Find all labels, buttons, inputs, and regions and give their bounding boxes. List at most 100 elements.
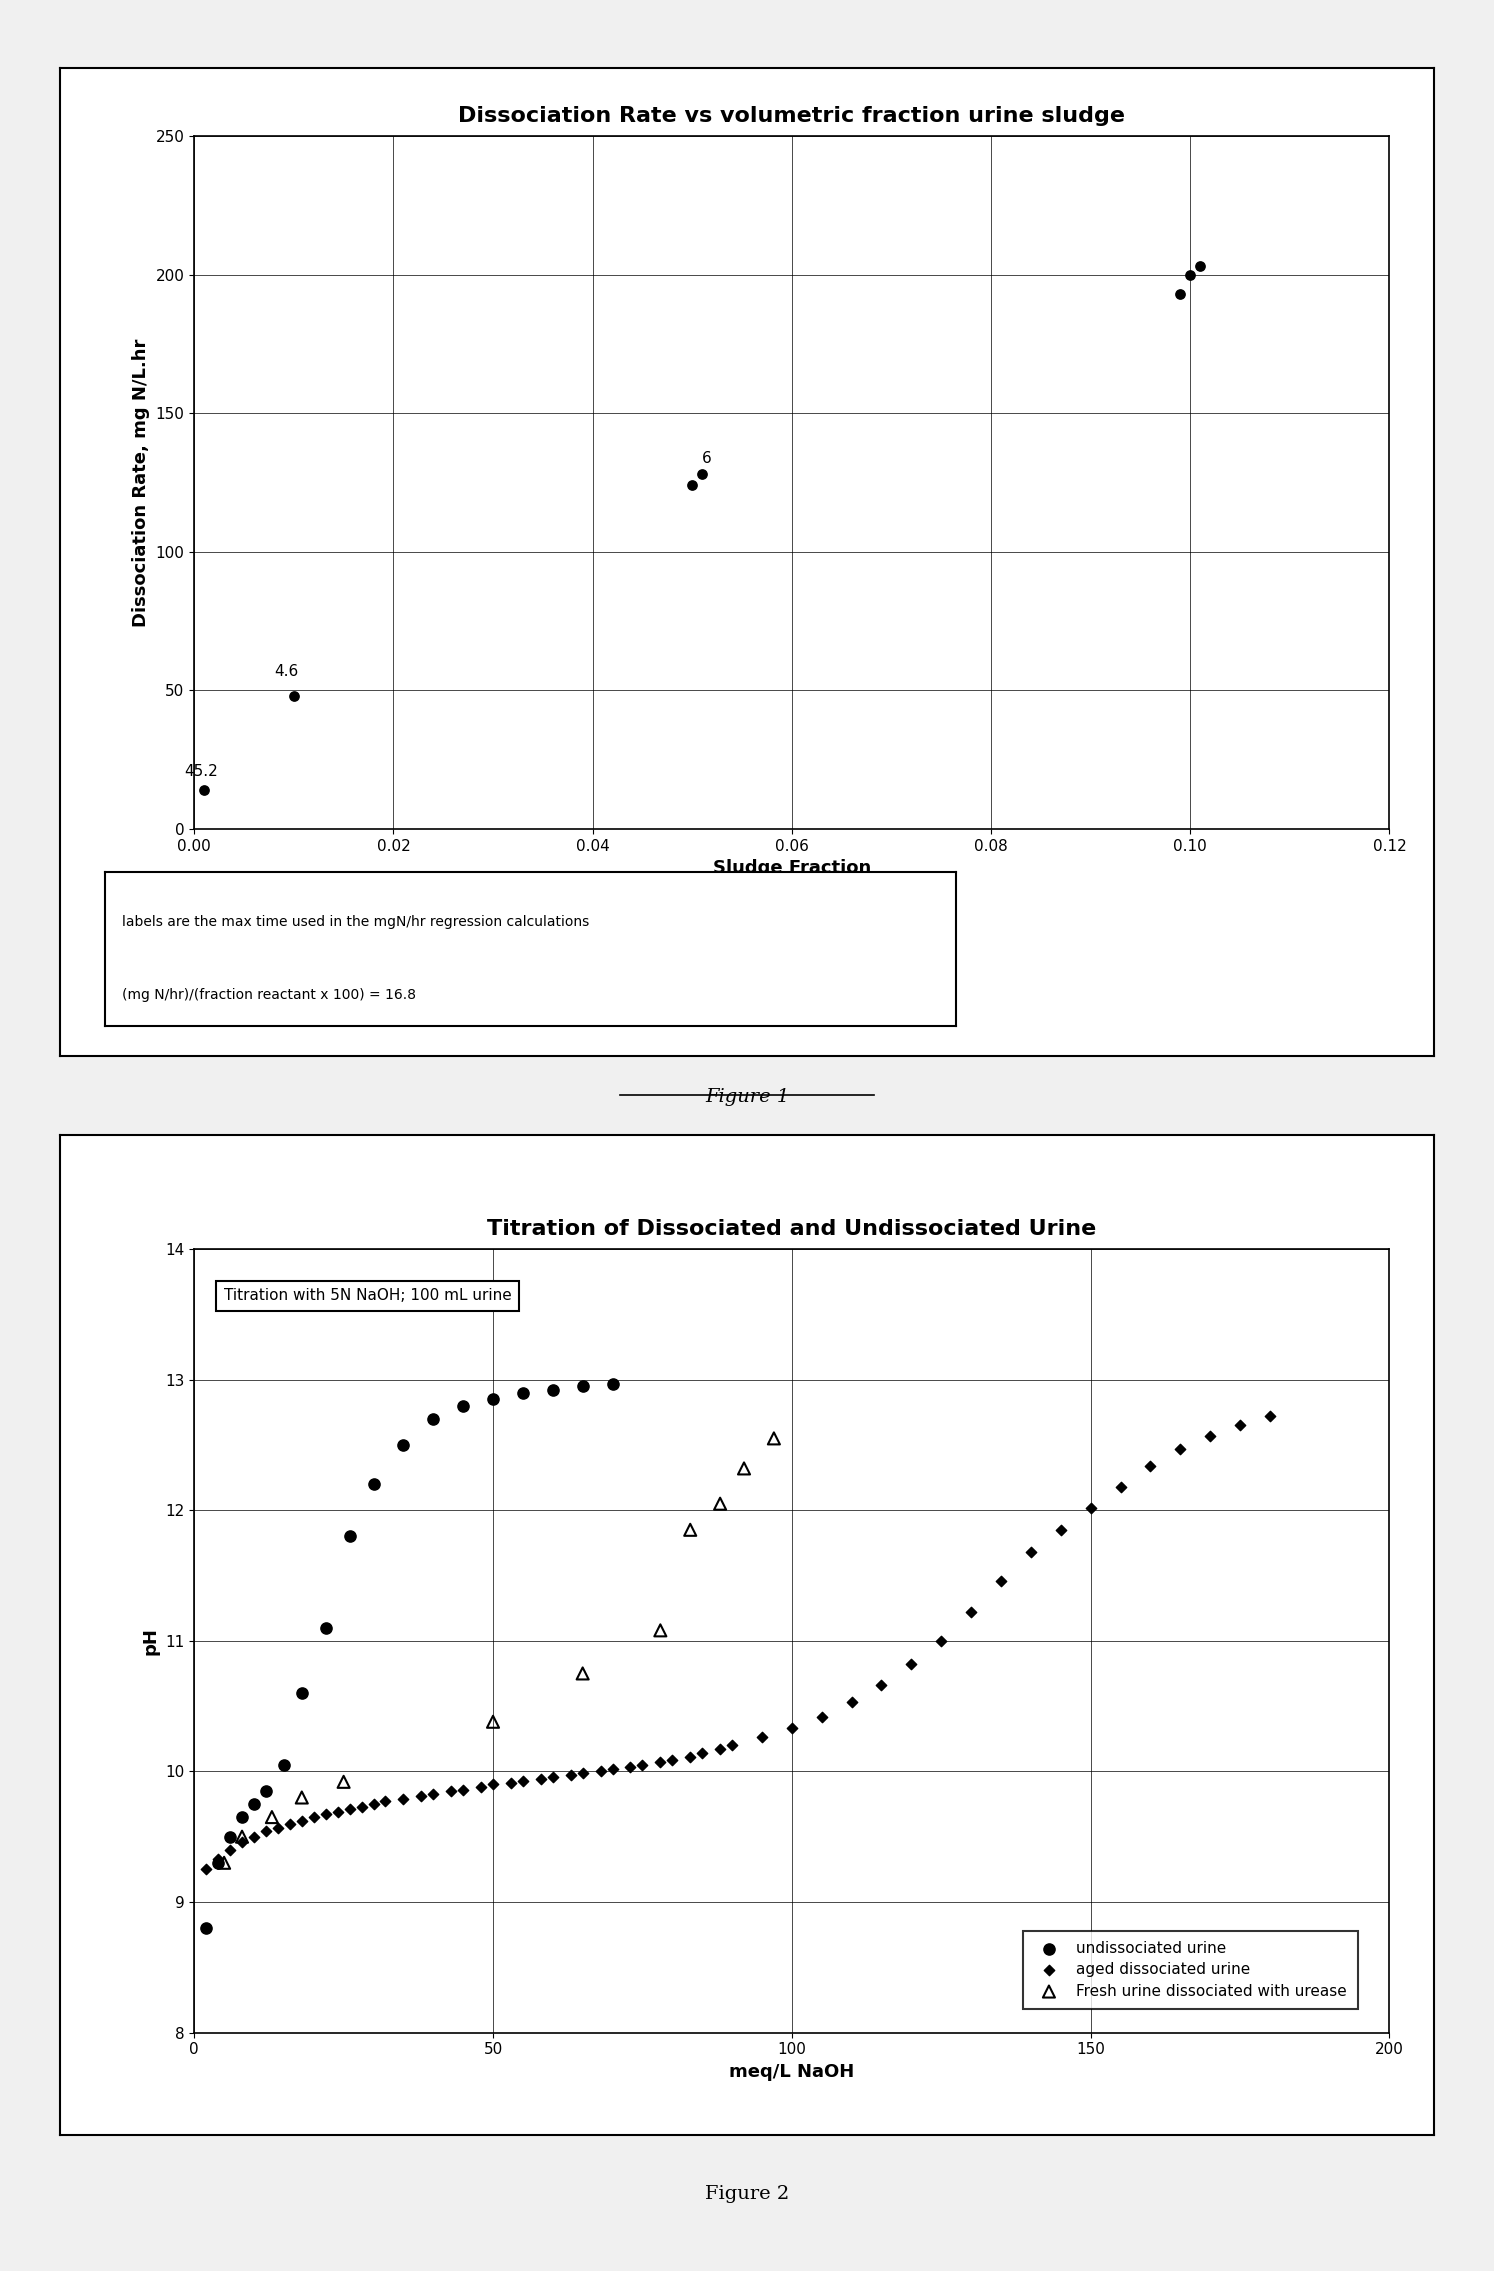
Text: Titration with 5N NaOH; 100 mL urine: Titration with 5N NaOH; 100 mL urine xyxy=(224,1288,512,1304)
aged dissociated urine xyxy=(959,1594,983,1631)
undissociated urine xyxy=(272,1746,296,1783)
aged dissociated urine xyxy=(421,1776,445,1812)
aged dissociated urine xyxy=(1228,1408,1252,1444)
aged dissociated urine xyxy=(338,1792,362,1828)
aged dissociated urine xyxy=(242,1819,266,1855)
aged dissociated urine xyxy=(451,1771,475,1808)
aged dissociated urine xyxy=(870,1667,893,1703)
undissociated urine xyxy=(194,1910,218,1946)
aged dissociated urine xyxy=(929,1624,953,1660)
X-axis label: meq/L NaOH: meq/L NaOH xyxy=(729,2062,855,2080)
aged dissociated urine xyxy=(630,1746,654,1783)
Fresh urine dissociated with urease xyxy=(481,1703,505,1740)
aged dissociated urine xyxy=(1019,1533,1043,1569)
Point xyxy=(1188,248,1212,284)
aged dissociated urine xyxy=(206,1842,230,1878)
undissociated urine xyxy=(451,1388,475,1424)
Y-axis label: Dissociation Rate, mg N/L.hr: Dissociation Rate, mg N/L.hr xyxy=(131,338,149,627)
aged dissociated urine xyxy=(678,1740,702,1776)
undissociated urine xyxy=(601,1365,624,1401)
aged dissociated urine xyxy=(660,1742,684,1778)
Text: 4.6: 4.6 xyxy=(273,665,299,679)
aged dissociated urine xyxy=(601,1751,624,1787)
Fresh urine dissociated with urease xyxy=(762,1419,786,1456)
aged dissociated urine xyxy=(481,1767,505,1803)
undissociated urine xyxy=(511,1374,535,1410)
undissociated urine xyxy=(571,1367,595,1403)
Fresh urine dissociated with urease xyxy=(290,1780,314,1817)
aged dissociated urine xyxy=(326,1794,350,1830)
aged dissociated urine xyxy=(391,1780,415,1817)
aged dissociated urine xyxy=(266,1810,290,1846)
aged dissociated urine xyxy=(559,1758,583,1794)
aged dissociated urine xyxy=(230,1824,254,1860)
aged dissociated urine xyxy=(589,1753,613,1790)
Point xyxy=(282,677,306,713)
aged dissociated urine xyxy=(541,1758,565,1794)
aged dissociated urine xyxy=(362,1785,385,1821)
aged dissociated urine xyxy=(1109,1469,1132,1506)
aged dissociated urine xyxy=(218,1830,242,1867)
undissociated urine xyxy=(421,1401,445,1438)
aged dissociated urine xyxy=(314,1796,338,1833)
Fresh urine dissociated with urease xyxy=(678,1512,702,1549)
Title: Titration of Dissociated and Undissociated Urine: Titration of Dissociated and Undissociat… xyxy=(487,1220,1097,1240)
aged dissociated urine xyxy=(1198,1417,1222,1453)
aged dissociated urine xyxy=(690,1735,714,1771)
Text: labels are the max time used in the mgN/hr regression calculations: labels are the max time used in the mgN/… xyxy=(121,915,589,929)
undissociated urine xyxy=(314,1610,338,1646)
undissociated urine xyxy=(242,1785,266,1821)
Text: Figure 1: Figure 1 xyxy=(705,1088,789,1106)
aged dissociated urine xyxy=(254,1812,278,1849)
aged dissociated urine xyxy=(648,1744,672,1780)
aged dissociated urine xyxy=(194,1851,218,1887)
aged dissociated urine xyxy=(529,1760,553,1796)
aged dissociated urine xyxy=(374,1783,397,1819)
aged dissociated urine xyxy=(278,1805,302,1842)
undissociated urine xyxy=(481,1381,505,1417)
Text: (mg N/hr)/(fraction reactant x 100) = 16.8: (mg N/hr)/(fraction reactant x 100) = 16… xyxy=(121,988,415,1002)
Fresh urine dissociated with urease xyxy=(260,1799,284,1835)
Text: 45.2: 45.2 xyxy=(184,763,218,779)
aged dissociated urine xyxy=(840,1685,864,1721)
aged dissociated urine xyxy=(1138,1447,1162,1483)
Point xyxy=(1179,257,1203,293)
Point xyxy=(193,772,217,808)
Fresh urine dissociated with urease xyxy=(648,1612,672,1649)
undissociated urine xyxy=(391,1426,415,1463)
aged dissociated urine xyxy=(571,1755,595,1792)
aged dissociated urine xyxy=(499,1765,523,1801)
aged dissociated urine xyxy=(750,1719,774,1755)
undissociated urine xyxy=(362,1467,385,1503)
aged dissociated urine xyxy=(810,1699,834,1735)
aged dissociated urine xyxy=(1168,1431,1192,1467)
Legend: undissociated urine, aged dissociated urine, Fresh urine dissociated with urease: undissociated urine, aged dissociated ur… xyxy=(1023,1930,1358,2010)
Y-axis label: pH: pH xyxy=(142,1626,160,1656)
aged dissociated urine xyxy=(1258,1399,1282,1435)
Point xyxy=(690,456,714,493)
aged dissociated urine xyxy=(469,1769,493,1805)
aged dissociated urine xyxy=(302,1799,326,1835)
aged dissociated urine xyxy=(1079,1490,1103,1526)
aged dissociated urine xyxy=(1049,1512,1073,1549)
aged dissociated urine xyxy=(350,1790,374,1826)
aged dissociated urine xyxy=(619,1749,642,1785)
aged dissociated urine xyxy=(720,1728,744,1765)
X-axis label: Sludge Fraction: Sludge Fraction xyxy=(713,858,871,877)
Fresh urine dissociated with urease xyxy=(212,1844,236,1880)
aged dissociated urine xyxy=(780,1710,804,1746)
undissociated urine xyxy=(206,1844,230,1880)
Point xyxy=(1168,277,1192,313)
Text: 6: 6 xyxy=(702,452,713,466)
undissociated urine xyxy=(254,1774,278,1810)
Fresh urine dissociated with urease xyxy=(708,1485,732,1522)
aged dissociated urine xyxy=(899,1646,923,1683)
aged dissociated urine xyxy=(989,1562,1013,1599)
undissociated urine xyxy=(541,1372,565,1408)
Fresh urine dissociated with urease xyxy=(732,1451,756,1488)
aged dissociated urine xyxy=(511,1762,535,1799)
aged dissociated urine xyxy=(290,1803,314,1840)
Fresh urine dissociated with urease xyxy=(332,1765,356,1801)
undissociated urine xyxy=(290,1676,314,1712)
aged dissociated urine xyxy=(439,1774,463,1810)
